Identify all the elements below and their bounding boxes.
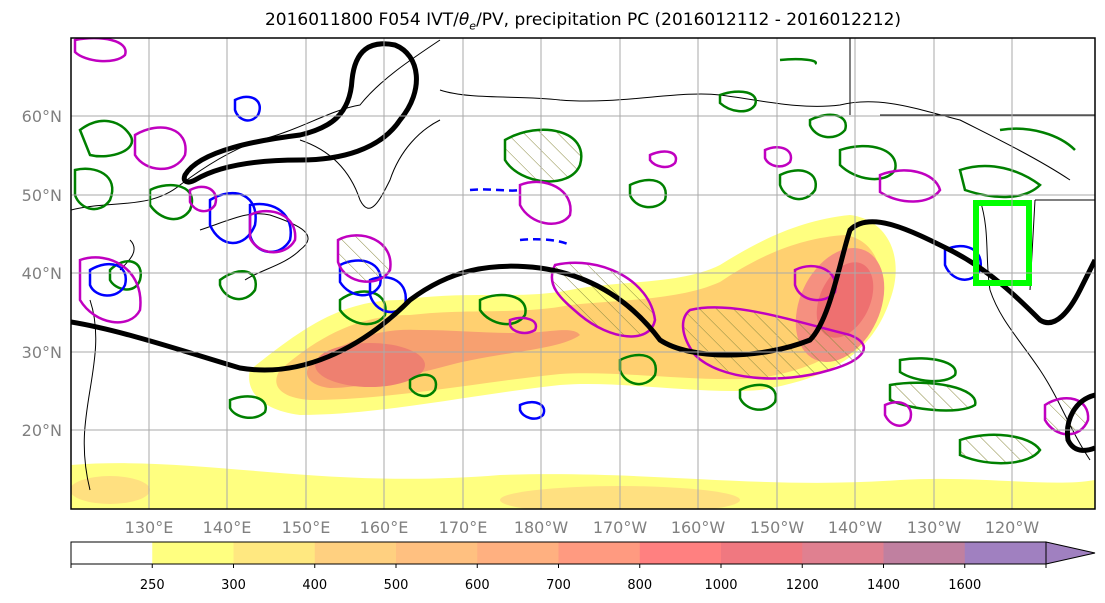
lon-label: 160°W bbox=[671, 518, 726, 537]
colorbar-tick-label: 1600 bbox=[948, 578, 981, 593]
colorbar-tick-label: 300 bbox=[221, 578, 246, 593]
lon-label: 150°W bbox=[750, 518, 805, 537]
target-box bbox=[973, 200, 1032, 286]
colorbar-segment bbox=[396, 542, 478, 564]
map-title: 2016011800 F054 IVT/θe/PV, precipitation… bbox=[264, 10, 902, 33]
colorbar-segment bbox=[964, 542, 1047, 564]
colorbar-segment bbox=[71, 542, 153, 564]
colorbar-segment bbox=[639, 542, 722, 564]
map-border bbox=[70, 37, 1096, 510]
colorbar-tick-label: 800 bbox=[627, 578, 652, 593]
colorbar-segment bbox=[883, 542, 966, 564]
colorbar-segment bbox=[314, 542, 397, 564]
lon-label: 170°W bbox=[593, 518, 648, 537]
lat-label: 50°N bbox=[22, 186, 62, 205]
colorbar-segment bbox=[152, 542, 234, 564]
colorbar-segment bbox=[233, 542, 316, 564]
colorbar: 250 300 400 500 600 700 800 1000 1200 1400 1600 bbox=[70, 541, 1096, 593]
colorbar-tick-label: 400 bbox=[302, 578, 327, 593]
colorbar-tick-label: 500 bbox=[384, 578, 409, 593]
lon-label: 170°E bbox=[439, 518, 488, 537]
lon-label: 180°W bbox=[514, 518, 569, 537]
lat-labels: 60°N 50°N 40°N 30°N 20°N bbox=[22, 107, 62, 440]
lon-label: 150°E bbox=[282, 518, 331, 537]
gridlines bbox=[71, 38, 1095, 509]
lon-label: 140°E bbox=[203, 518, 252, 537]
colorbar-extend-arrow bbox=[1045, 541, 1096, 565]
colorbar-segment bbox=[721, 542, 803, 564]
lat-label: 20°N bbox=[22, 421, 62, 440]
lon-label: 130°W bbox=[907, 518, 962, 537]
colorbar-tick-label: 1000 bbox=[704, 578, 737, 593]
colorbar-segment bbox=[477, 542, 559, 564]
lon-label: 140°W bbox=[828, 518, 883, 537]
lon-label: 130°E bbox=[125, 518, 174, 537]
colorbar-tick-label: 1200 bbox=[786, 578, 819, 593]
lon-label: 160°E bbox=[360, 518, 409, 537]
lat-label: 60°N bbox=[22, 107, 62, 126]
colorbar-tick-label: 1400 bbox=[867, 578, 900, 593]
colorbar-tick-label: 250 bbox=[140, 578, 165, 593]
colorbar-tick-label: 700 bbox=[546, 578, 571, 593]
colorbar-segment bbox=[802, 542, 884, 564]
lon-labels: 130°E 140°E 150°E 160°E 170°E 180°W 170°… bbox=[125, 518, 1040, 537]
lat-label: 40°N bbox=[22, 264, 62, 283]
magenta-contours bbox=[73, 38, 1090, 436]
colorbar-segment bbox=[558, 542, 641, 564]
lon-label: 120°W bbox=[985, 518, 1040, 537]
colorbar-tick-label: 600 bbox=[465, 578, 490, 593]
lat-label: 30°N bbox=[22, 343, 62, 362]
coastlines bbox=[71, 38, 1095, 491]
